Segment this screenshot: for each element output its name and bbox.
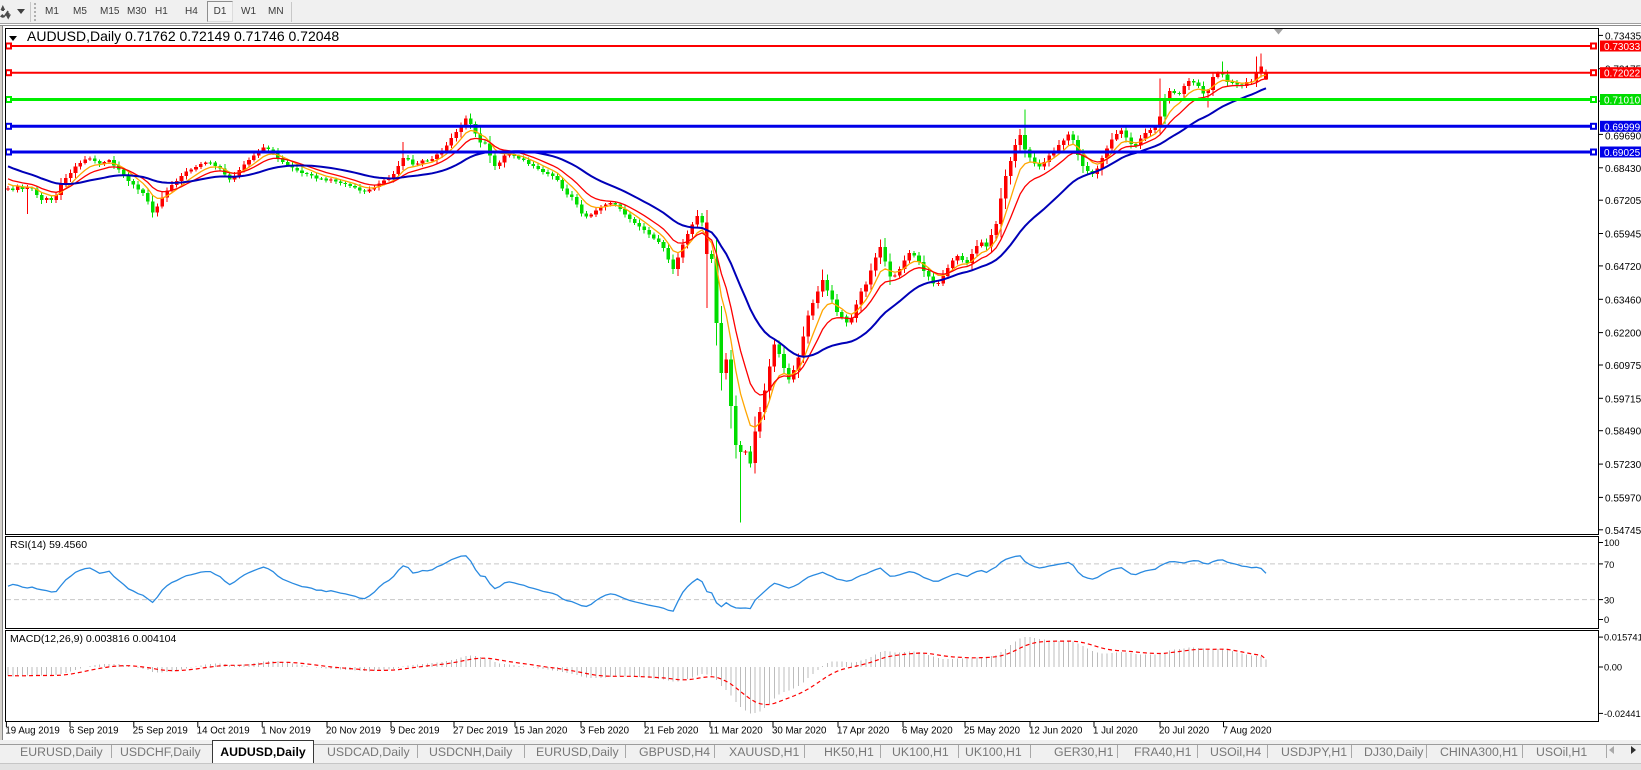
svg-text:MACD(12,26,9) 0.003816 0.00410: MACD(12,26,9) 0.003816 0.004104 [10,633,177,645]
svg-text:0: 0 [1604,615,1609,625]
svg-text:0.60975: 0.60975 [1605,361,1641,372]
svg-text:0.62200: 0.62200 [1605,329,1641,340]
svg-text:30 Mar 2020: 30 Mar 2020 [772,726,827,737]
svg-text:27 Dec 2019: 27 Dec 2019 [453,726,508,737]
svg-text:0.00: 0.00 [1604,663,1622,673]
svg-text:0.015741: 0.015741 [1604,633,1641,643]
svg-text:6 Sep 2019: 6 Sep 2019 [69,726,119,737]
svg-text:0.69025: 0.69025 [1604,148,1641,159]
svg-text:30: 30 [1604,596,1614,606]
svg-text:0.59715: 0.59715 [1605,394,1641,405]
svg-text:17 Apr 2020: 17 Apr 2020 [837,726,890,737]
svg-text:0.72022: 0.72022 [1604,69,1641,80]
svg-text:1 Nov 2019: 1 Nov 2019 [261,726,311,737]
svg-text:25 May 2020: 25 May 2020 [964,726,1021,737]
svg-text:9 Dec 2019: 9 Dec 2019 [390,726,440,737]
svg-text:0.67205: 0.67205 [1605,196,1641,207]
svg-text:12 Jun 2020: 12 Jun 2020 [1029,726,1083,737]
svg-text:-0.024412: -0.024412 [1604,709,1641,719]
svg-text:11 Mar 2020: 11 Mar 2020 [709,726,763,737]
svg-text:0.73435: 0.73435 [1605,31,1641,42]
svg-text:15 Jan 2020: 15 Jan 2020 [514,726,568,737]
svg-text:6 May 2020: 6 May 2020 [902,726,953,737]
svg-text:20 Jul 2020: 20 Jul 2020 [1159,726,1210,737]
svg-text:RSI(14) 59.4560: RSI(14) 59.4560 [10,539,87,551]
svg-text:0.73033: 0.73033 [1604,42,1641,53]
svg-text:25 Sep 2019: 25 Sep 2019 [133,726,188,737]
svg-text:0.63460: 0.63460 [1605,295,1641,306]
svg-text:1 Jul 2020: 1 Jul 2020 [1093,726,1138,737]
svg-text:0.57230: 0.57230 [1605,460,1641,471]
svg-text:0.54745: 0.54745 [1605,526,1641,537]
svg-text:14 Oct 2019: 14 Oct 2019 [197,726,250,737]
svg-text:21 Feb 2020: 21 Feb 2020 [644,726,699,737]
svg-text:70: 70 [1604,560,1614,570]
svg-text:0.71010: 0.71010 [1604,96,1641,107]
svg-text:0.58490: 0.58490 [1605,427,1641,438]
svg-text:19 Aug 2019: 19 Aug 2019 [5,726,59,737]
svg-text:0.68430: 0.68430 [1605,164,1641,175]
svg-text:100: 100 [1604,538,1620,548]
svg-text:3 Feb 2020: 3 Feb 2020 [580,726,630,737]
svg-text:AUDUSD,Daily 0.71762 0.72149: AUDUSD,Daily 0.71762 0.72149 0.71746 0.7… [27,28,339,44]
svg-text:0.69690: 0.69690 [1605,131,1641,142]
svg-text:0.69999: 0.69999 [1604,122,1641,133]
svg-text:0.64720: 0.64720 [1605,262,1641,273]
svg-text:0.55970: 0.55970 [1605,493,1641,504]
svg-text:7 Aug 2020: 7 Aug 2020 [1223,726,1273,737]
svg-text:20 Nov 2019: 20 Nov 2019 [326,726,381,737]
svg-text:0.65945: 0.65945 [1605,230,1641,241]
